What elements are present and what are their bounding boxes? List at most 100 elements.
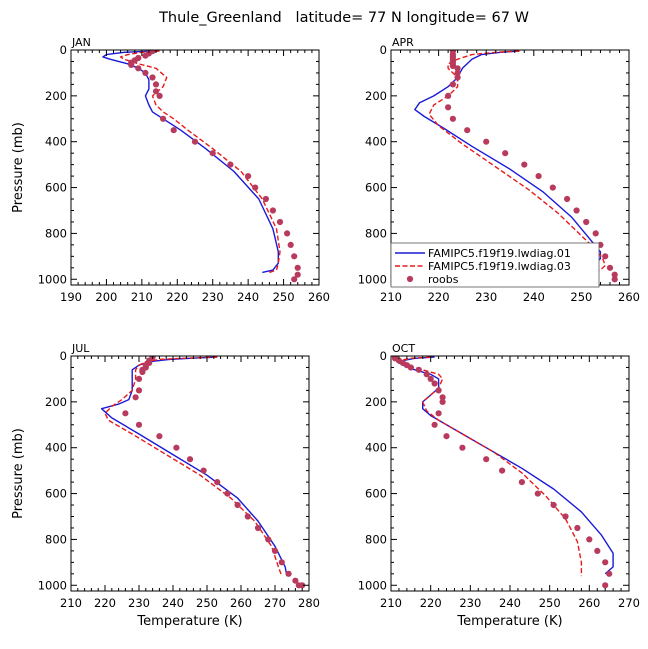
jul-plot-frame	[70, 355, 310, 592]
panel-jan: 190 200 210 220 230 240 250 260 0 200 400 600 800 100…	[11, 36, 330, 304]
apr-roobs-point	[449, 81, 456, 88]
oct-x-tick-label: 220	[420, 596, 442, 610]
apr-roobs-point	[445, 104, 452, 111]
legend-entry-label: roobs	[428, 273, 459, 286]
apr-x-tick-label: 240	[523, 290, 545, 304]
jan-y-axis-label: Pressure (mb)	[11, 122, 26, 213]
jan-plot-frame	[70, 49, 320, 286]
apr-roobs-point	[483, 138, 490, 145]
jul-x-tick-label: 280	[298, 596, 320, 610]
jan-y-tick-label: 0	[60, 43, 67, 57]
jul-roobs-point	[135, 375, 143, 382]
oct-y-tick-label: 800	[365, 532, 387, 546]
jul-roobs-point	[299, 582, 306, 589]
jul-roobs-point	[234, 501, 241, 509]
oct-y-tick-label: 1000	[358, 578, 387, 592]
oct-x-tick-label: 250	[539, 596, 561, 610]
jan-roobs-point	[149, 74, 156, 81]
panel-jul: 210 220 230 240 250 260 270 280 0 200 400 600 800 100…	[11, 342, 320, 629]
oct-roobs-point	[602, 559, 609, 566]
apr-roobs-point	[445, 92, 452, 99]
jan-roobs-point	[156, 92, 163, 99]
jul-x-tick-label: 220	[94, 596, 116, 610]
figure-title: Thule_Greenland latitude= 77 N longitude…	[158, 10, 529, 26]
apr-x-tick-label: 260	[618, 290, 640, 304]
oct-y-tick-label: 0	[380, 349, 387, 363]
jul-y-tick-label: 1000	[38, 578, 67, 592]
panel-oct: 210 220 230 240 250 260 270 0 200 400 600 800 1000 OC…	[358, 342, 640, 629]
jul-roobs-point	[135, 387, 143, 394]
oct-roobs-point	[427, 375, 434, 382]
jan-roobs-point	[152, 88, 160, 95]
oct-x-tick-label: 210	[380, 596, 402, 610]
apr-roobs-point	[521, 161, 528, 168]
jul-x-tick-label: 270	[264, 596, 286, 610]
jul-roobs-point	[244, 513, 251, 520]
oct-roobs-markers	[391, 356, 613, 589]
jan-x-tick-label: 190	[60, 290, 82, 304]
oct-roobs-point	[562, 513, 569, 520]
oct-roobs-point	[483, 456, 490, 463]
oct-lwdiag03-line	[398, 356, 583, 577]
jan-roobs-point	[160, 115, 167, 122]
oct-roobs-point	[534, 490, 541, 497]
jul-y-tick-label: 200	[45, 395, 67, 409]
jan-roobs-point	[209, 150, 216, 157]
jul-roobs-point	[200, 467, 207, 474]
jan-panel-label: JAN	[71, 36, 91, 49]
jan-roobs-point	[245, 173, 252, 180]
jul-y-tick-label: 400	[45, 441, 67, 455]
apr-x-tick-label: 250	[570, 290, 592, 304]
oct-roobs-point	[459, 444, 466, 451]
jul-roobs-point	[186, 456, 194, 463]
jul-roobs-point	[214, 479, 221, 486]
jan-y-tick-label: 400	[45, 135, 67, 149]
apr-x-tick-label: 230	[475, 290, 497, 304]
jul-y-tick-label: 600	[45, 487, 67, 501]
jul-roobs-point	[122, 410, 129, 417]
apr-roobs-point	[535, 173, 542, 180]
jan-x-tick-label: 250	[273, 290, 295, 304]
jan-roobs-point	[284, 230, 291, 237]
apr-x-tick-label: 220	[428, 290, 450, 304]
jan-roobs-point	[152, 81, 160, 88]
apr-roobs-point	[454, 65, 461, 72]
oct-roobs-point	[499, 467, 506, 474]
oct-roobs-point	[431, 421, 438, 428]
jan-roobs-point	[252, 184, 259, 191]
jan-y-tick-label: 1000	[38, 272, 67, 286]
oct-x-axis-label: Temperature (K)	[456, 614, 562, 629]
apr-roobs-point	[454, 74, 461, 81]
apr-roobs-point	[564, 195, 571, 203]
oct-roobs-point	[550, 501, 557, 509]
jul-x-axis-label: Temperature (K)	[136, 614, 242, 629]
oct-roobs-point	[415, 366, 422, 373]
apr-y-tick-label: 200	[365, 89, 387, 103]
apr-y-tick-label: 400	[365, 135, 387, 149]
oct-roobs-point	[574, 524, 581, 532]
apr-roobs-point	[502, 150, 509, 157]
oct-x-tick-label: 240	[499, 596, 521, 610]
jul-roobs-point	[292, 577, 299, 584]
oct-panel-label: OCT	[392, 342, 415, 355]
jul-roobs-point	[278, 559, 285, 566]
jul-x-tick-label: 240	[162, 596, 184, 610]
jan-roobs-point	[142, 52, 149, 59]
oct-plot-frame	[390, 355, 630, 592]
jul-roobs-point	[254, 524, 262, 532]
apr-lwdiag01-line	[414, 50, 602, 271]
jan-roobs-point	[227, 161, 234, 168]
jul-lwdiag03-line	[104, 356, 283, 577]
jul-y-tick-label: 800	[45, 532, 67, 546]
jan-roobs-point	[269, 207, 276, 214]
apr-roobs-point	[573, 207, 580, 214]
apr-roobs-point	[611, 271, 618, 278]
jan-x-tick-label: 230	[202, 290, 224, 304]
jan-roobs-point	[135, 65, 142, 72]
oct-y-tick-label: 400	[365, 441, 387, 455]
apr-roobs-point	[602, 253, 609, 260]
jul-roobs-point	[265, 536, 272, 543]
apr-y-tick-label: 600	[365, 181, 387, 195]
apr-roobs-point	[449, 115, 456, 122]
